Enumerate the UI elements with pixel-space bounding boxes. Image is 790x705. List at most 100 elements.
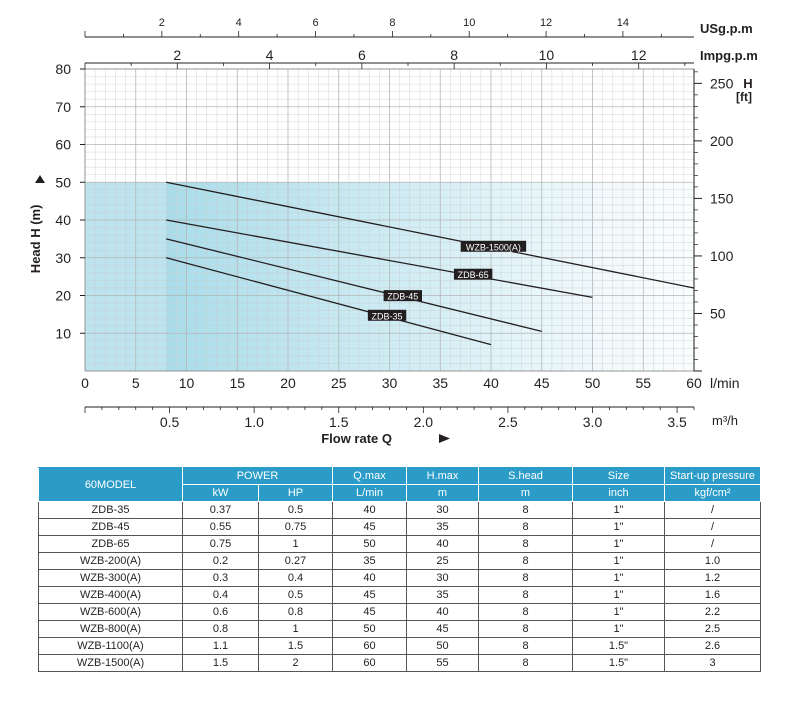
impgpm-tick-label: 6 <box>358 47 366 63</box>
y2-tick-label: 200 <box>710 133 734 149</box>
cell-shead: 8 <box>478 603 573 621</box>
series-label: WZB-1500(A) <box>466 242 521 252</box>
m3h-tick-label: 1.0 <box>244 414 264 430</box>
impgpm-tick-label: 2 <box>173 47 181 63</box>
cell-hp: 0.75 <box>258 518 333 536</box>
cell-pressure: 1.2 <box>664 569 761 587</box>
cell-shead: 8 <box>478 552 573 570</box>
cell-qmax: 45 <box>332 586 407 604</box>
unit-hp: HP <box>258 484 333 502</box>
cell-kw: 1.5 <box>182 654 259 672</box>
series-label-bg <box>460 240 527 252</box>
cell-shead: 8 <box>478 586 573 604</box>
x-tick-label: 5 <box>132 375 140 391</box>
cell-hp: 1.5 <box>258 637 333 655</box>
cell-hmax: 30 <box>406 569 479 587</box>
table-row: ZDB-65 0.75 1 50 40 8 1" / <box>38 535 761 553</box>
series-line-zdb-35 <box>166 257 492 346</box>
series-line-zdb-65 <box>166 219 593 299</box>
cell-kw: 0.55 <box>182 518 259 536</box>
cell-size: 1" <box>572 552 665 570</box>
m3h-tick-label: 1.5 <box>329 414 349 430</box>
cell-hmax: 40 <box>406 603 479 621</box>
m3h-tick-label: 3.0 <box>583 414 603 430</box>
cell-hp: 1 <box>258 620 333 638</box>
table-row: ZDB-45 0.55 0.75 45 35 8 1" / <box>38 518 761 536</box>
cell-pressure: / <box>664 518 761 536</box>
impgpm-tick-label: 4 <box>266 47 274 63</box>
series-label-bg <box>367 309 407 321</box>
y-tick-label: 80 <box>55 61 71 77</box>
usgpm-axis-label: USg.p.m <box>700 21 753 36</box>
cell-hp: 1 <box>258 535 333 553</box>
y2-axis-label-h: H <box>743 76 752 91</box>
unit-size: inch <box>572 484 665 502</box>
cell-kw: 1.1 <box>182 637 259 655</box>
cell-kw: 0.2 <box>182 552 259 570</box>
cell-kw: 0.37 <box>182 501 259 519</box>
cell-pressure: 2.6 <box>664 637 761 655</box>
y2-tick-label: 250 <box>710 75 734 91</box>
x-tick-label: 0 <box>81 375 89 391</box>
usgpm-tick-label: 12 <box>540 17 552 29</box>
header-hmax: H.max <box>406 467 479 485</box>
series-label-bg <box>383 290 422 302</box>
cell-kw: 0.4 <box>182 586 259 604</box>
header-shead: S.head <box>478 467 573 485</box>
cell-kw: 0.6 <box>182 603 259 621</box>
cell-pressure: / <box>664 535 761 553</box>
cell-hp: 0.5 <box>258 586 333 604</box>
cell-qmax: 50 <box>332 620 407 638</box>
cell-kw: 0.75 <box>182 535 259 553</box>
x-tick-label: 10 <box>179 375 195 391</box>
impgpm-axis-label: Impg.p.m <box>700 48 758 63</box>
y-tick-label: 60 <box>55 137 71 153</box>
impgpm-tick-label: 8 <box>450 47 458 63</box>
cell-shead: 8 <box>478 518 573 536</box>
x-tick-label: 55 <box>635 375 651 391</box>
cell-qmax: 35 <box>332 552 407 570</box>
table-header-row-2: kW HP L/min m m inch kgf/cm² <box>39 484 761 502</box>
cell-hmax: 30 <box>406 501 479 519</box>
cell-pressure: 2.2 <box>664 603 761 621</box>
table-header-row-1: 60MODEL POWER Q.max H.max S.head Size St… <box>38 467 761 502</box>
x-tick-label: 15 <box>229 375 245 391</box>
m3h-tick-label: 0.5 <box>160 414 180 430</box>
y2-tick-label: 50 <box>710 305 726 321</box>
pump-performance-chart: 10 20 30 40 50 60 70 80 Head H (m) 0 5 10 15 20 25 30 35… <box>28 17 758 446</box>
cell-shead: 8 <box>478 654 573 672</box>
cell-hmax: 25 <box>406 552 479 570</box>
cell-model: ZDB-65 <box>38 535 183 553</box>
y-tick-label: 20 <box>55 288 71 304</box>
cell-hp: 0.4 <box>258 569 333 587</box>
cell-shead: 8 <box>478 569 573 587</box>
x-tick-label: 40 <box>483 375 499 391</box>
y-tick-label: 50 <box>55 174 71 190</box>
table-row: WZB-800(A) 0.8 1 50 45 8 1" 2.5 <box>38 620 761 638</box>
cell-kw: 0.3 <box>182 569 259 587</box>
x-tick-label: 20 <box>280 375 296 391</box>
cell-shead: 8 <box>478 501 573 519</box>
table-row: WZB-600(A) 0.6 0.8 45 40 8 1" 2.2 <box>38 603 761 621</box>
impgpm-tick-label: 10 <box>539 47 555 63</box>
series-label: ZDB-45 <box>387 292 418 302</box>
unit-pressure: kgf/cm² <box>664 484 761 502</box>
cell-shead: 8 <box>478 535 573 553</box>
x-tick-label: 45 <box>534 375 550 391</box>
y-axis-arrow-icon <box>35 175 45 183</box>
cell-pressure: 1.6 <box>664 586 761 604</box>
cell-model: WZB-1500(A) <box>38 654 183 672</box>
x-axis-label: Flow rate Q <box>321 431 392 446</box>
usgpm-tick-label: 6 <box>312 17 318 29</box>
cell-model: WZB-800(A) <box>38 620 183 638</box>
y-tick-label: 10 <box>55 325 71 341</box>
cell-size: 1.5" <box>572 654 665 672</box>
cell-qmax: 45 <box>332 603 407 621</box>
cell-qmax: 40 <box>332 569 407 587</box>
cell-pressure: / <box>664 501 761 519</box>
table-row: WZB-1100(A) 1.1 1.5 60 50 8 1.5" 2.6 <box>38 637 761 655</box>
cell-qmax: 60 <box>332 654 407 672</box>
y2-axis-label-unit: [ft] <box>736 90 752 104</box>
x-tick-label: 35 <box>432 375 448 391</box>
spec-table: 60MODEL POWER Q.max H.max S.head Size St… <box>38 467 761 672</box>
